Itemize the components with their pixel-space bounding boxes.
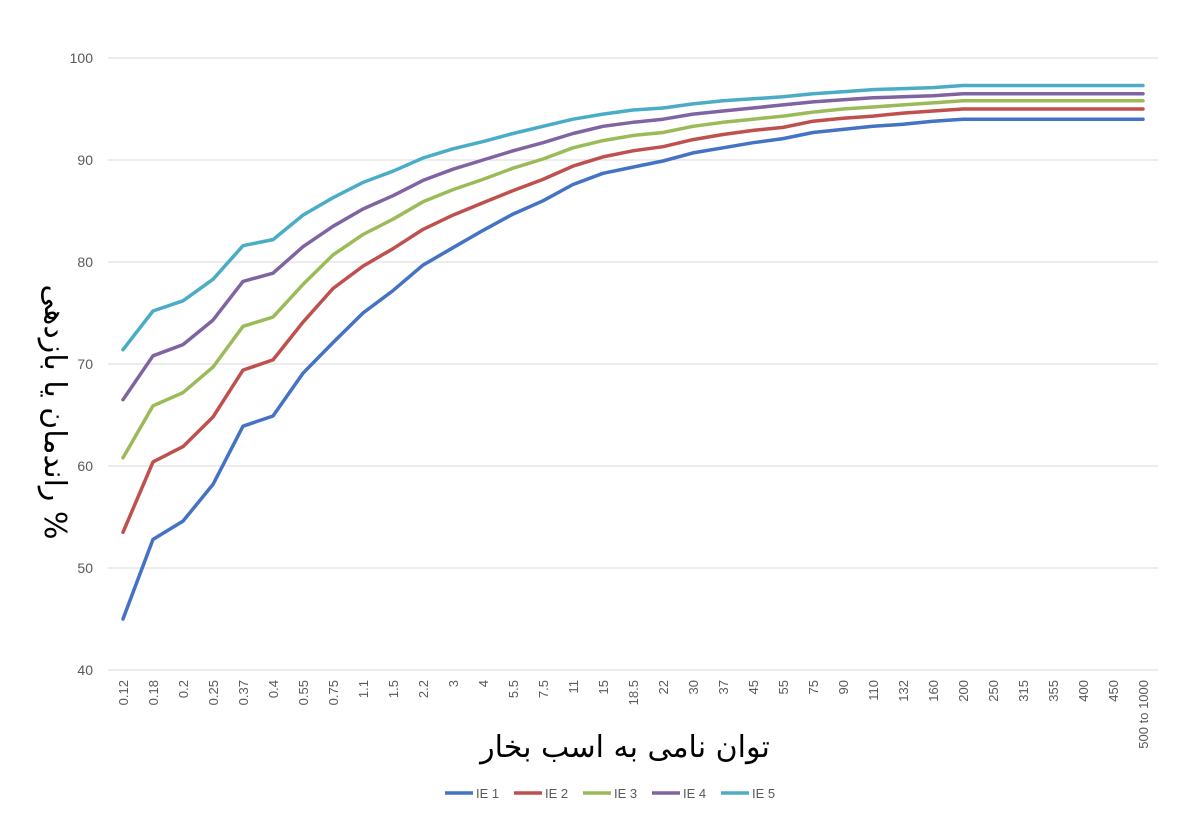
x-tick-label: 200 [956,680,971,702]
legend-label: IE 2 [545,786,568,801]
x-tick-label: 400 [1076,680,1091,702]
x-tick-label: 0.75 [326,680,341,705]
x-tick-label: 500 to 1000 [1136,680,1151,749]
series-lines [121,83,1145,621]
x-tick-label: 30 [686,680,701,694]
x-tick-label: 315 [1016,680,1031,702]
x-tick-label: 7.5 [536,680,551,698]
series-line-ie-1 [121,117,1145,621]
x-tick-label: 18.5 [626,680,641,705]
x-tick-label: 55 [776,680,791,694]
legend-label: IE 4 [683,786,706,801]
x-tick-label: 37 [716,680,731,694]
x-tick-label: 0.18 [146,680,161,705]
y-tick-label: 90 [77,152,93,168]
x-tick-label: 1.5 [386,680,401,698]
gridlines [108,57,1158,671]
y-tick-label: 80 [77,254,93,270]
y-tick-label: 50 [77,560,93,576]
x-tick-label: 250 [986,680,1001,702]
x-tick-label: 15 [596,680,611,694]
x-tick-label: 3 [446,680,461,687]
legend: IE 1 IE 2 IE 3 IE 4 IE 5 [445,786,775,801]
legend-label: IE 1 [476,786,499,801]
x-tick-label: 0.12 [116,680,131,705]
x-tick-label: 0.2 [176,680,191,698]
x-tick-label: 450 [1106,680,1121,702]
series-line-ie-3 [121,99,1145,460]
x-tick-label: 160 [926,680,941,702]
x-tick-label: 45 [746,680,761,694]
x-tick-label: 90 [836,680,851,694]
x-axis-title: توان نامی به اسب بخار [478,730,770,765]
x-tick-label: 11 [566,680,581,694]
y-tick-label: 70 [77,356,93,372]
x-tick-label: 132 [896,680,911,702]
x-tick-label: 110 [866,680,881,701]
x-tick-label: 0.25 [206,680,221,705]
y-tick-label: 100 [70,50,94,66]
y-tick-label: 60 [77,458,93,474]
x-tick-label: 5.5 [506,680,521,698]
x-tick-label: 22 [656,680,671,694]
y-axis-title: % راندمان یا بازدهی [37,285,72,540]
series-line-ie-4 [121,91,1145,402]
x-tick-label: 2.2 [416,680,431,698]
legend-label: IE 3 [614,786,637,801]
y-tick-label: 40 [77,662,93,678]
x-tick-label: 75 [806,680,821,694]
x-tick-label: 0.37 [236,680,251,705]
x-tick-labels: 0.12 0.18 0.2 0.25 0.37 0.4 0.55 0.75 1.1 1.5 2.2 3… [116,680,1151,749]
x-tick-label: 355 [1046,680,1061,702]
x-tick-label: 1.1 [356,680,371,698]
x-tick-label: 4 [476,680,491,687]
series-line-ie-5 [121,83,1145,352]
series-line-ie-2 [121,107,1145,535]
legend-label: IE 5 [752,786,775,801]
y-tick-labels: 40 50 60 70 80 90 100 [70,50,94,678]
x-tick-label: 0.4 [266,680,281,698]
x-tick-label: 0.55 [296,680,311,705]
